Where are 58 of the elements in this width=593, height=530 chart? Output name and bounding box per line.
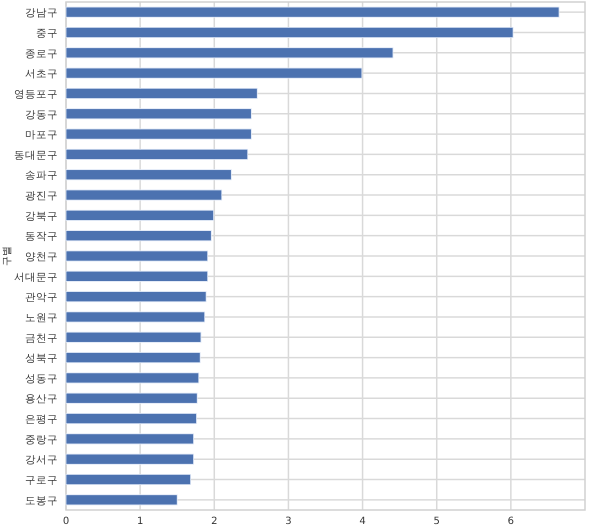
y-tick-label: 영등포구: [14, 88, 58, 100]
bar: [66, 311, 206, 322]
bar: [66, 352, 201, 364]
x-tick-label: 2: [211, 516, 218, 527]
bar: [66, 372, 200, 384]
x-tick-label: 4: [359, 516, 366, 527]
y-tick-label: 마포구: [25, 129, 58, 142]
y-tick-label: 강동구: [25, 108, 58, 121]
x-tick-label: 6: [508, 516, 514, 527]
bar: [66, 88, 258, 99]
y-tick-label: 용산구: [25, 393, 58, 406]
y-tick-label: 강남구: [25, 7, 58, 20]
bar: [66, 169, 232, 180]
y-tick-label: 관악구: [25, 292, 58, 304]
bar: [66, 68, 362, 79]
y-tick-label: 송파구: [25, 170, 58, 182]
bar: [66, 108, 252, 120]
bar: [66, 413, 197, 424]
bar: [66, 230, 212, 242]
y-tick-label: 성북구: [25, 352, 58, 365]
y-tick-label: 강북구: [25, 210, 58, 222]
bar: [66, 494, 178, 506]
bar: [66, 332, 202, 343]
x-tick-label: 3: [285, 516, 292, 527]
bar: [66, 454, 194, 465]
y-tick-label: 금천구: [25, 332, 58, 344]
y-axis-title: 구별: [2, 246, 13, 266]
bar: [66, 47, 394, 58]
y-tick-label: 중랑구: [25, 434, 58, 446]
y-tick-label: 동대문구: [14, 149, 58, 162]
bar: [66, 270, 208, 282]
y-tick-label: 양천구: [25, 251, 58, 263]
y-tick-label: 종로구: [25, 48, 58, 60]
bar: [66, 27, 514, 38]
bar: [66, 210, 214, 221]
y-tick-label: 구로구: [25, 474, 58, 487]
bar: [66, 6, 560, 18]
x-tick-label: 5: [434, 516, 440, 527]
y-tick-label: 강서구: [25, 454, 58, 466]
x-tick-label: 1: [136, 516, 144, 527]
y-tick-label: 중구: [36, 27, 58, 40]
bar: [66, 392, 198, 404]
bar: [66, 474, 191, 485]
bar: [66, 433, 194, 444]
x-tick-label: 0: [62, 516, 70, 527]
y-tick-label: 노원구: [25, 312, 58, 324]
y-tick-label: 광진구: [25, 190, 58, 202]
bar: [66, 291, 207, 302]
y-tick-label: 성동구: [25, 372, 58, 385]
bar: [66, 128, 252, 140]
bar: [66, 250, 208, 262]
y-tick-label: 서초구: [25, 68, 58, 80]
y-tick-label: 은평구: [25, 414, 58, 426]
bar: [66, 148, 248, 160]
bar: [66, 190, 222, 201]
y-tick-label: 동작구: [25, 230, 58, 243]
y-tick-label: 서대문구: [14, 271, 58, 284]
y-tick-label: 도봉구: [25, 494, 58, 507]
